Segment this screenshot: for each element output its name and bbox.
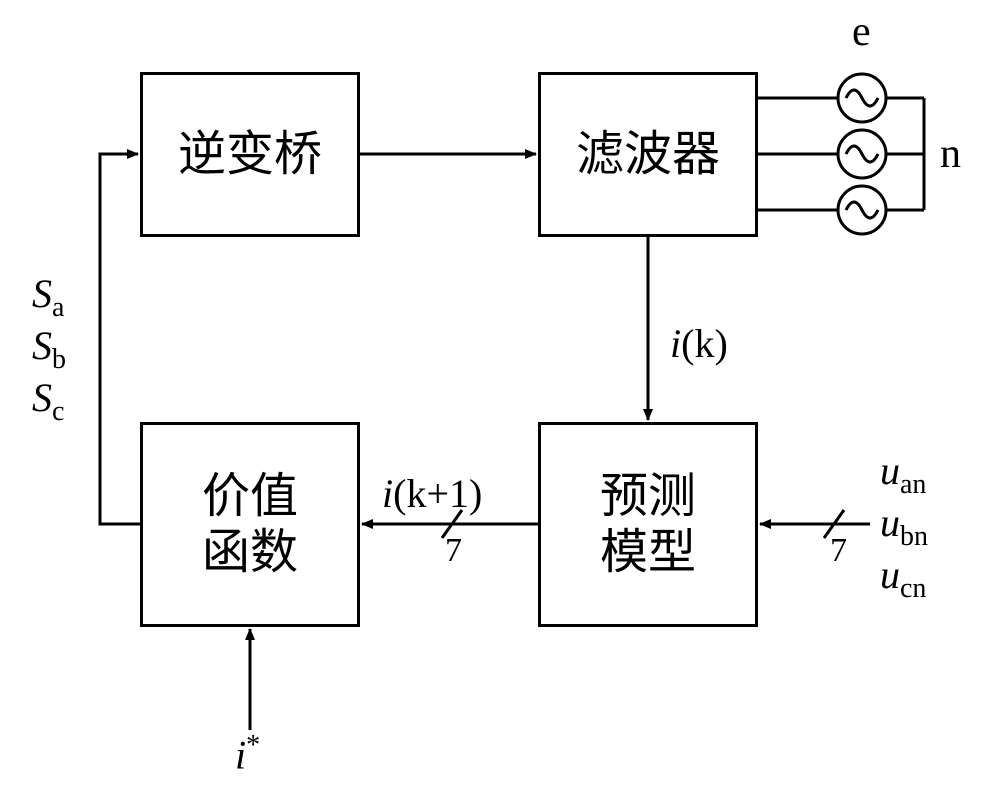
node-cost-function: 价值 函数 <box>140 422 360 627</box>
node-inverter-bridge: 逆变桥 <box>140 72 360 237</box>
diagram-root: { "type": "flowchart", "canvas": { "widt… <box>0 0 982 799</box>
label-ik1: i(k+1) <box>382 470 482 517</box>
label-ik: i(k) <box>670 320 728 367</box>
node-predictor: 预测 模型 <box>538 422 758 627</box>
label-Sc: Sc <box>32 374 64 428</box>
ac-source-a <box>838 74 886 122</box>
label-n: n <box>940 130 961 178</box>
node-cost-function-text: 价值 函数 <box>202 469 298 579</box>
label-istar: i* <box>235 730 260 778</box>
ac-source-c <box>838 186 886 234</box>
label-e: e <box>852 8 871 56</box>
node-predictor-text: 预测 模型 <box>600 469 696 579</box>
node-filter: 滤波器 <box>538 72 758 237</box>
label-ubn: ubn <box>880 499 928 553</box>
node-inverter-bridge-text: 逆变桥 <box>178 127 322 182</box>
ac-source-b <box>838 130 886 178</box>
label-uan: uan <box>880 447 926 501</box>
label-Sa: Sa <box>32 270 64 324</box>
label-slash7-left: 7 <box>445 532 462 570</box>
edge-cost-inverter <box>100 154 140 524</box>
label-slash7-right: 7 <box>830 532 847 570</box>
label-Sb: Sb <box>32 322 66 376</box>
label-ucn: ucn <box>880 551 926 605</box>
node-filter-text: 滤波器 <box>576 127 720 182</box>
